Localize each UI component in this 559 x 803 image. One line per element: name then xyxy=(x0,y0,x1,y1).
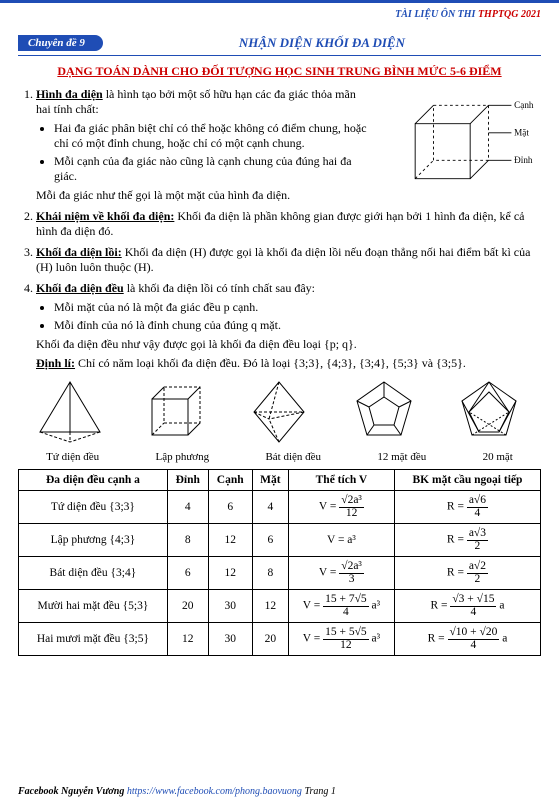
cube-figure: Cạnh Mặt Đỉnh xyxy=(381,87,541,203)
table-row: Bát diện đều {3;4}6128V = √2a³3R = a√22 xyxy=(19,557,541,590)
lbl-octa: Bát diện đều xyxy=(265,451,321,463)
th-vol: Thể tích V xyxy=(288,470,394,491)
header-red: THPTQG 2021 xyxy=(478,9,541,20)
lbl-cube: Lập phương xyxy=(155,451,209,463)
s1-tail: Mỗi đa giác như thế gọi là một mặt của h… xyxy=(36,188,373,203)
s4-dl-lead: Định lí: xyxy=(36,356,75,370)
s4-b2: Mỗi đỉnh của nó là đỉnh chung của đúng q… xyxy=(54,318,541,333)
shape-labels: Tứ diện đều Lập phương Bát diện đều 12 m… xyxy=(18,451,541,463)
lbl-icosa: 20 mặt xyxy=(483,451,513,463)
s4-b1: Mỗi mặt của nó là một đa giác đều p cạnh… xyxy=(54,300,541,315)
s4-dl-rest: Chỉ có năm loại khối đa diện đều. Đó là … xyxy=(75,356,466,370)
divider xyxy=(18,55,541,56)
th-r: BK mặt cầu ngoại tiếp xyxy=(394,470,540,491)
subheading: DẠNG TOÁN DÀNH CHO ĐỐI TƯỢNG HỌC SINH TR… xyxy=(18,64,541,79)
doc-header: TÀI LIỆU ÔN THI THPTQG 2021 xyxy=(395,9,541,20)
footer-right: Trang 1 xyxy=(304,786,335,797)
polyhedra-table: Đa diện đều cạnh a Đỉnh Cạnh Mặt Thể tíc… xyxy=(18,469,541,656)
s4-out1: Khối đa diện đều như vậy được gọi là khố… xyxy=(36,337,541,352)
footer: Facebook Nguyễn Vương https://www.facebo… xyxy=(18,786,541,797)
s1-b1: Hai đa giác phân biệt chỉ có thể hoặc kh… xyxy=(54,121,373,151)
table-row: Tứ diện đều {3;3}464V = √2a³12R = a√64 xyxy=(19,491,541,524)
header-blue: TÀI LIỆU ÔN THI xyxy=(395,9,478,20)
svg-text:Cạnh: Cạnh xyxy=(514,100,534,110)
table-row: Hai mươi mặt đều {3;5}123020V = 15 + 5√5… xyxy=(19,623,541,656)
section-2: Khái niệm về khối đa diện: Khối đa diện … xyxy=(36,209,541,239)
s1-b2: Mỗi cạnh của đa giác nào cũng là cạnh ch… xyxy=(54,154,373,184)
section-3: Khối đa diện lồi: Khối đa diện (H) được … xyxy=(36,245,541,275)
lbl-dodeca: 12 mặt đều xyxy=(377,451,426,463)
section-4: Khối đa diện đều là khối đa diện lồi có … xyxy=(36,281,541,371)
section-1: Hình đa diện là hình tạo bởi một số hữu … xyxy=(36,87,541,203)
s3-lead: Khối đa diện lồi: xyxy=(36,245,122,259)
s4-lead: Khối đa diện đều xyxy=(36,281,124,295)
table-row: Mười hai mặt đều {5;3}203012V = 15 + 7√5… xyxy=(19,590,541,623)
s1-lead: Hình đa diện xyxy=(36,87,103,101)
th-f: Mặt xyxy=(252,470,288,491)
s4-rest: là khối đa diện lồi có tính chất sau đây… xyxy=(124,281,315,295)
svg-text:Mặt: Mặt xyxy=(514,128,529,138)
topic-badge: Chuyên đề 9 xyxy=(18,35,103,51)
shapes-row xyxy=(18,377,541,447)
table-row: Lập phương {4;3}8126V = a³R = a√32 xyxy=(19,524,541,557)
footer-left: Facebook Nguyễn Vương xyxy=(18,786,127,797)
topic-title: NHẬN DIỆN KHỐI ĐA DIỆN xyxy=(103,35,541,51)
svg-text:Đỉnh: Đỉnh xyxy=(514,155,533,165)
th-v: Đỉnh xyxy=(167,470,208,491)
th-e: Cạnh xyxy=(208,470,252,491)
footer-link[interactable]: https://www.facebook.com/phong.baovuong xyxy=(127,786,302,797)
lbl-tetra: Tứ diện đều xyxy=(46,451,99,463)
s2-lead: Khái niệm về khối đa diện: xyxy=(36,209,174,223)
th-name: Đa diện đều cạnh a xyxy=(19,470,168,491)
